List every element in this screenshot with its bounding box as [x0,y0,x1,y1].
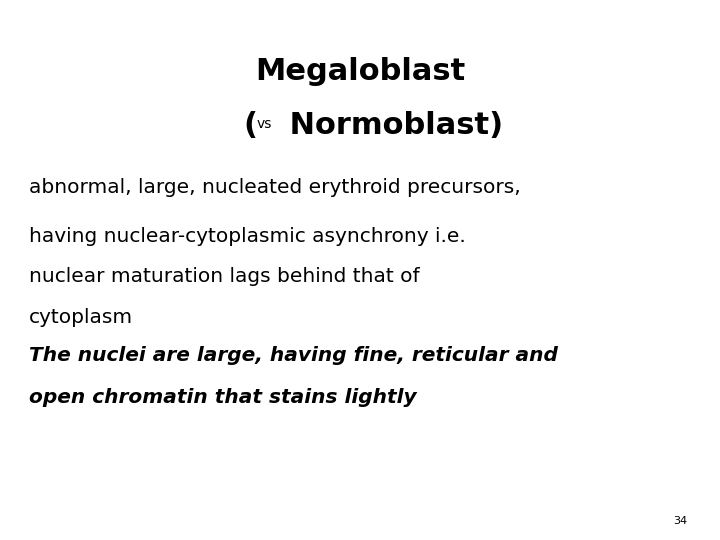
Text: abnormal, large, nucleated erythroid precursors,: abnormal, large, nucleated erythroid pre… [29,178,521,197]
Text: cytoplasm: cytoplasm [29,308,133,327]
Text: (: ( [243,111,257,140]
Text: open chromatin that stains lightly: open chromatin that stains lightly [29,388,416,407]
Text: The nuclei are large, having fine, reticular and: The nuclei are large, having fine, retic… [29,346,558,365]
Text: 34: 34 [673,516,688,526]
Text: Normoblast): Normoblast) [279,111,503,140]
Text: vs: vs [256,117,271,131]
Text: having nuclear-cytoplasmic asynchrony i.e.: having nuclear-cytoplasmic asynchrony i.… [29,227,466,246]
Text: nuclear maturation lags behind that of: nuclear maturation lags behind that of [29,267,420,286]
Text: Megaloblast: Megaloblast [255,57,465,86]
